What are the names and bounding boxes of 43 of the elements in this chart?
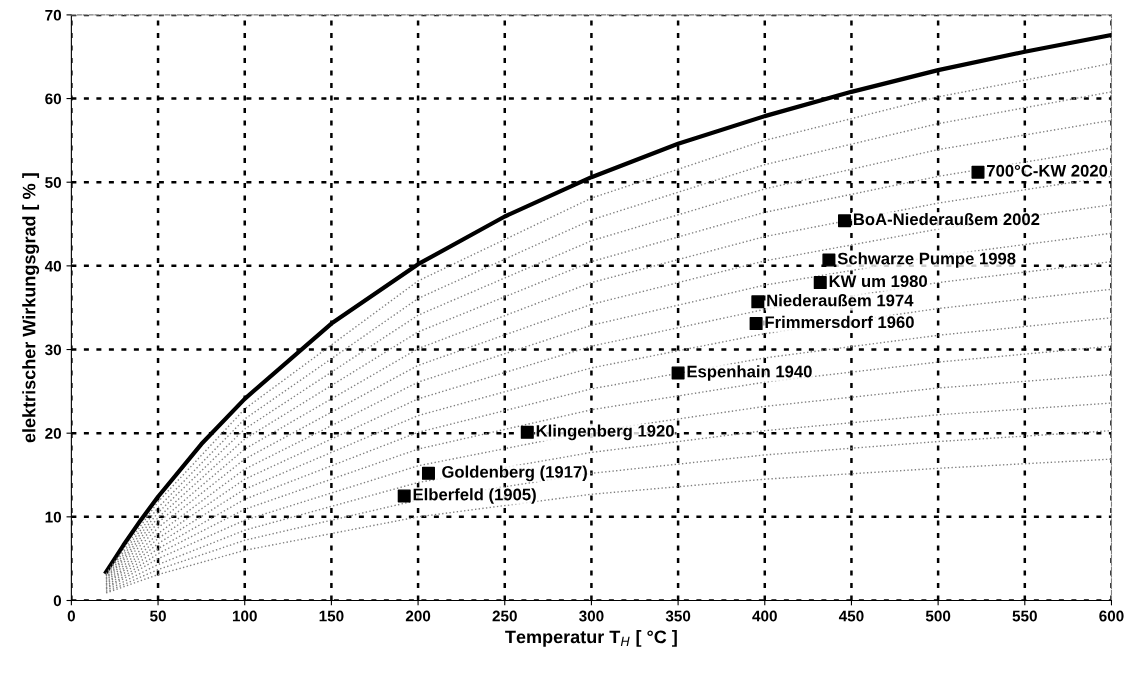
annotation: KW um 1980 xyxy=(829,275,927,288)
point xyxy=(751,295,765,309)
y-tick-label: 50 xyxy=(45,177,62,188)
x-tick-label: 400 xyxy=(752,610,777,622)
x-tick-label: 450 xyxy=(838,610,864,622)
annotation: Schwarze Pumpe 1998 xyxy=(837,252,1016,268)
annotation: Klingenberg 1920 xyxy=(536,424,674,441)
annotation: Frimmersdorf 1960 xyxy=(765,315,914,329)
point xyxy=(749,317,763,331)
x-tick-label: 150 xyxy=(319,610,344,622)
y-tick-label: 20 xyxy=(45,428,62,439)
x-tick-label: 250 xyxy=(492,610,517,622)
annotation: Niederaußem 1974 xyxy=(767,294,914,307)
point xyxy=(421,466,435,480)
point xyxy=(520,425,534,439)
x-tick-label: 200 xyxy=(405,610,431,622)
x-tick-label: 100 xyxy=(232,610,257,622)
annotation: Espenhain 1940 xyxy=(687,365,812,381)
point xyxy=(671,366,685,380)
annotation: BoA-Niederaußem 2002 xyxy=(853,212,1040,226)
annotation: Goldenberg (1917) xyxy=(442,465,587,482)
point xyxy=(822,253,836,267)
x-tick-label: 0 xyxy=(67,610,75,622)
y-tick-label: 60 xyxy=(45,93,62,105)
y-tick-label: 70 xyxy=(45,9,62,21)
annotation: 700°C-KW 2020 xyxy=(987,164,1108,177)
y-tick-label: 30 xyxy=(45,344,62,356)
x-tick-label: 350 xyxy=(665,610,691,622)
y-axis-title: elektrischer Wirkungsgrad [ % ] xyxy=(22,173,40,443)
point xyxy=(971,165,985,179)
x-tick-label: 600 xyxy=(1099,610,1124,622)
x-tick-label: 550 xyxy=(1012,610,1037,622)
point xyxy=(813,276,827,290)
point xyxy=(397,489,411,503)
y-tick-label: 10 xyxy=(45,511,62,523)
x-axis-title: Temperatur T$_{H}$ [ °C ] xyxy=(505,630,677,647)
y-tick-label: 40 xyxy=(44,260,62,272)
point xyxy=(838,214,852,228)
annotation: Elberfeld (1905) xyxy=(413,488,536,504)
x-tick-label: 300 xyxy=(579,610,604,622)
x-tick-label: 50 xyxy=(150,610,166,622)
y-tick-label: 0 xyxy=(53,595,62,607)
x-tick-label: 500 xyxy=(925,610,951,622)
